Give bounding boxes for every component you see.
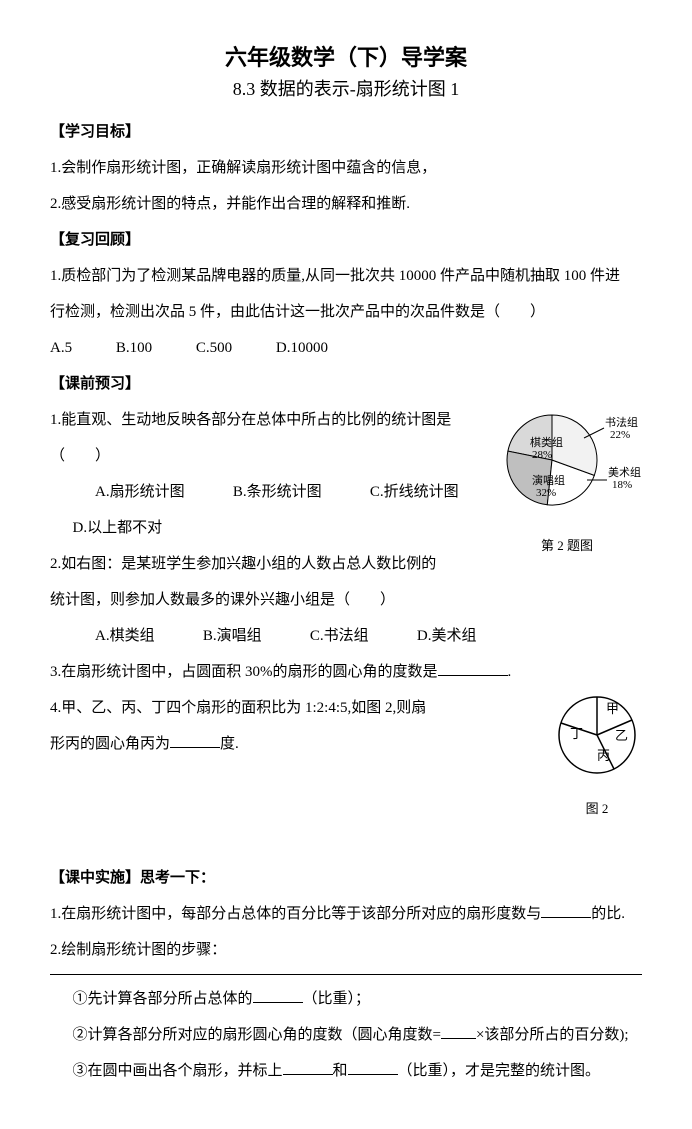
step-3: ③在圆中画出各个扇形，并标上 和 （比重），才是完整的统计图。: [50, 1053, 642, 1089]
section-review: 【复习回顾】: [50, 222, 642, 258]
s1-blank: [253, 987, 303, 1003]
step-1: ①先计算各部分所占总体的 （比重）；: [50, 981, 642, 1017]
s2-end: ×该部分所占的百分数);: [476, 1027, 629, 1043]
q2-opt-a: A.棋类组: [73, 618, 155, 654]
ic1-end: 的比.: [591, 906, 625, 922]
fig2-bing: 丙: [597, 748, 610, 763]
ic1-blank: [541, 902, 591, 918]
separator: [50, 974, 642, 975]
q1-opt-c: C.折线统计图: [347, 474, 458, 510]
q4-end: 度.: [220, 736, 239, 752]
goal-item-1: 1.会制作扇形统计图，正确解读扇形统计图中蕴含的信息，: [50, 150, 642, 186]
section-preview: 【课前预习】: [50, 366, 642, 402]
q3-end: .: [508, 664, 512, 680]
s3-blank1: [283, 1059, 333, 1075]
slice-sing-label: 演唱组: [532, 473, 565, 487]
q1-opt-b: B.条形统计图: [210, 474, 321, 510]
q2-opt-c: C.书法组: [287, 618, 368, 654]
q1-opt-d: D.以上都不对: [50, 510, 162, 546]
slice-art-pct: 18%: [612, 479, 632, 491]
s2-text: ②计算各部分所对应的扇形圆心角的度数（圆心角度数=: [73, 1027, 441, 1043]
review-q1-line2: 行检测，检测出次品 5 件，由此估计这一批次产品中的次品件数是（ ）: [50, 294, 642, 330]
slice-art-label: 美术组: [608, 465, 641, 479]
preview-q2-line2: 统计图，则参加人数最多的课外兴趣小组是（ ）: [50, 582, 642, 618]
opt-b: B.100: [116, 330, 152, 366]
inclass-q1: 1.在扇形统计图中，每部分占总体的百分比等于该部分所对应的扇形度数与 的比.: [50, 896, 642, 932]
pie2-caption: 第 2 题图: [492, 530, 642, 561]
slice-calli-pct: 22%: [610, 429, 630, 441]
s1-text: ①先计算各部分所占总体的: [73, 991, 253, 1007]
q2-opt-d: D.美术组: [394, 618, 476, 654]
q2-opt-b: B.演唱组: [180, 618, 261, 654]
ic1-text: 1.在扇形统计图中，每部分占总体的百分比等于该部分所对应的扇形度数与: [50, 906, 541, 922]
q4-blank: [170, 732, 220, 748]
pie-chart-q2: 棋类组 28% 演唱组 32% 书法组 22% 美术组 18% 第 2 题图: [492, 402, 642, 561]
q1-opt-a: A.扇形统计图: [73, 474, 185, 510]
inclass-q2: 2.绘制扇形统计图的步骤：: [50, 932, 642, 968]
opt-a: A.5: [50, 330, 72, 366]
slice-calli-label: 书法组: [605, 415, 638, 429]
s1-end: （比重）；: [303, 991, 371, 1007]
figure-2: 甲 乙 丙 丁 图 2: [552, 690, 642, 824]
s3-text1: ③在圆中画出各个扇形，并标上: [73, 1063, 283, 1079]
doc-subtitle: 8.3 数据的表示-扇形统计图 1: [50, 75, 642, 104]
q3-blank: [438, 660, 508, 676]
step-2: ②计算各部分所对应的扇形圆心角的度数（圆心角度数= ×该部分所占的百分数);: [50, 1017, 642, 1053]
fig2-jia: 甲: [606, 701, 619, 716]
review-q1-options: A.5 B.100 C.500 D.10000: [50, 330, 642, 366]
slice-chess-label: 棋类组: [530, 435, 563, 449]
q4-text: 形丙的圆心角丙为: [50, 736, 170, 752]
opt-c: C.500: [196, 330, 232, 366]
fig2-yi: 乙: [615, 728, 628, 743]
section-inclass: 【课中实施】思考一下：: [50, 860, 642, 896]
q3-text: 3.在扇形统计图中，占圆面积 30%的扇形的圆心角的度数是: [50, 664, 438, 680]
review-q1-line1: 1.质检部门为了检测某品牌电器的质量,从同一批次共 10000 件产品中随机抽取…: [50, 258, 642, 294]
s2-blank: [441, 1023, 476, 1039]
preview-q3: 3.在扇形统计图中，占圆面积 30%的扇形的圆心角的度数是.: [50, 654, 642, 690]
s3-text2: 和: [333, 1063, 348, 1079]
s3-blank2: [348, 1059, 398, 1075]
slice-sing-pct: 32%: [536, 487, 556, 499]
fig2-ding: 丁: [570, 726, 583, 741]
goal-item-2: 2.感受扇形统计图的特点，并能作出合理的解释和推断.: [50, 186, 642, 222]
fig2-caption: 图 2: [552, 793, 642, 824]
doc-title: 六年级数学（下）导学案: [50, 40, 642, 75]
s3-end: （比重），才是完整的统计图。: [398, 1063, 601, 1079]
slice-chess-pct: 28%: [532, 449, 552, 461]
opt-d: D.10000: [276, 330, 328, 366]
section-goal: 【学习目标】: [50, 114, 642, 150]
preview-q2-options: A.棋类组 B.演唱组 C.书法组 D.美术组: [50, 618, 642, 654]
